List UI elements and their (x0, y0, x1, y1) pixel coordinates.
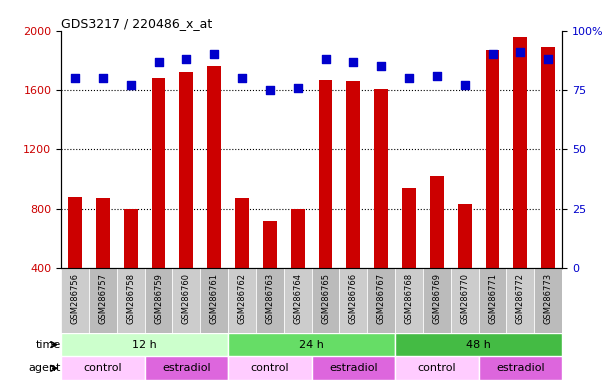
Point (404, 75, 414, 81)
Bar (61, 268, 89, 333)
Point (265, 87, 275, 93)
Bar (395, 356, 478, 380)
Text: control: control (417, 363, 456, 373)
Point (321, 56, 331, 62)
Point (376, 63, 386, 70)
Bar (541, 47, 555, 327)
Bar (89, 268, 117, 333)
Point (126, 82, 136, 88)
Text: GSM286765: GSM286765 (321, 273, 330, 324)
Bar (367, 268, 395, 333)
Point (181, 56, 191, 62)
Bar (374, 89, 388, 327)
Text: control: control (251, 363, 289, 373)
Text: 48 h: 48 h (466, 339, 491, 349)
Text: GSM286767: GSM286767 (377, 273, 386, 324)
Text: GSM286762: GSM286762 (238, 273, 246, 324)
Bar (145, 356, 228, 380)
Point (293, 84, 302, 91)
Bar (478, 356, 562, 380)
Text: GSM286770: GSM286770 (460, 273, 469, 324)
Point (237, 75, 247, 81)
Text: 12 h: 12 h (132, 339, 157, 349)
Point (348, 58, 358, 65)
Text: GSM286759: GSM286759 (154, 273, 163, 324)
Bar (486, 50, 500, 327)
Bar (228, 333, 395, 356)
Point (460, 82, 470, 88)
Bar (478, 268, 507, 333)
Bar (507, 268, 534, 333)
Bar (180, 72, 193, 327)
Bar (117, 268, 145, 333)
Bar (534, 268, 562, 333)
Text: GSM286763: GSM286763 (265, 273, 274, 324)
Text: estradiol: estradiol (496, 363, 544, 373)
Bar (61, 333, 228, 356)
Bar (312, 268, 340, 333)
Bar (340, 268, 367, 333)
Text: GSM286756: GSM286756 (70, 273, 79, 324)
Bar (458, 204, 472, 327)
Bar (200, 268, 228, 333)
Bar (395, 333, 562, 356)
Text: estradiol: estradiol (329, 363, 378, 373)
Text: GSM286757: GSM286757 (98, 273, 108, 324)
Bar (318, 79, 332, 327)
Text: GSM286772: GSM286772 (516, 273, 525, 324)
Bar (451, 268, 478, 333)
Bar (402, 188, 416, 327)
Point (210, 51, 219, 58)
Bar (152, 78, 166, 327)
Bar (235, 198, 249, 327)
Text: GDS3217 / 220486_x_at: GDS3217 / 220486_x_at (61, 17, 213, 30)
Bar (61, 356, 145, 380)
Bar (145, 268, 172, 333)
Point (432, 73, 442, 79)
Text: agent: agent (29, 363, 61, 373)
Text: GSM286760: GSM286760 (182, 273, 191, 324)
Point (516, 49, 525, 55)
Text: estradiol: estradiol (162, 363, 211, 373)
Text: GSM286771: GSM286771 (488, 273, 497, 324)
Bar (228, 356, 312, 380)
Bar (312, 356, 395, 380)
Text: GSM286768: GSM286768 (404, 273, 414, 324)
Bar (256, 268, 284, 333)
Text: control: control (84, 363, 122, 373)
Text: GSM286761: GSM286761 (210, 273, 219, 324)
Bar (284, 268, 312, 333)
Text: GSM286773: GSM286773 (544, 273, 553, 324)
Bar (430, 176, 444, 327)
Point (153, 58, 163, 65)
Text: GSM286766: GSM286766 (349, 273, 358, 324)
Bar (513, 36, 527, 327)
Bar (228, 268, 256, 333)
Text: time: time (36, 339, 61, 349)
Point (70, 75, 80, 81)
Bar (172, 268, 200, 333)
Bar (263, 220, 277, 327)
Text: GSM286764: GSM286764 (293, 273, 302, 324)
Bar (395, 268, 423, 333)
Bar (423, 268, 451, 333)
Bar (207, 66, 221, 327)
Bar (123, 209, 137, 327)
Bar (68, 197, 82, 327)
Point (488, 51, 497, 58)
Text: GSM286758: GSM286758 (126, 273, 135, 324)
Point (543, 56, 553, 62)
Point (98, 75, 108, 81)
Bar (346, 81, 360, 327)
Bar (96, 198, 110, 327)
Bar (291, 209, 305, 327)
Text: GSM286769: GSM286769 (433, 273, 441, 324)
Text: 24 h: 24 h (299, 339, 324, 349)
